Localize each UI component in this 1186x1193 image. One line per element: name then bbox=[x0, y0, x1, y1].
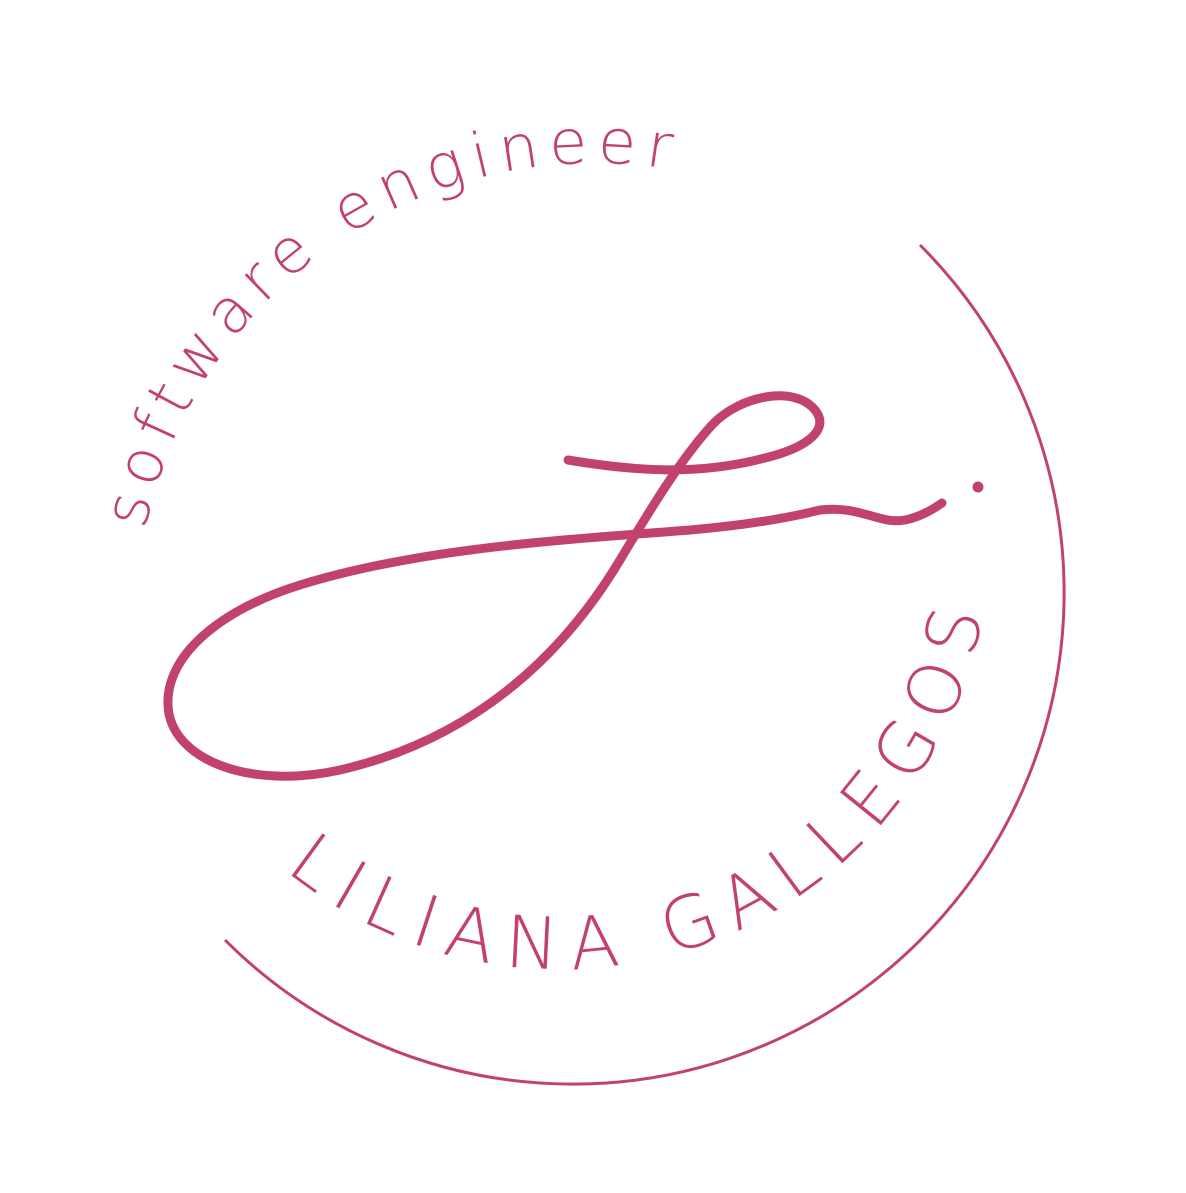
circle-arc-ring-icon bbox=[223, 243, 1066, 1086]
name-text: LILIANA GALLEGOS bbox=[274, 587, 1002, 988]
lg-script-monogram-icon bbox=[163, 391, 984, 781]
tagline-text: software engineer bbox=[88, 104, 686, 533]
